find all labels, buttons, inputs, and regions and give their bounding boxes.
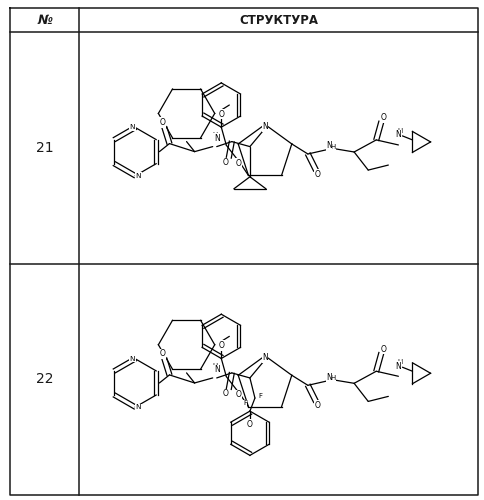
Text: N: N xyxy=(325,142,331,150)
Text: H: H xyxy=(330,144,335,150)
Text: O: O xyxy=(246,420,252,428)
Text: N: N xyxy=(135,173,141,179)
Text: O: O xyxy=(222,390,228,398)
Text: N: N xyxy=(395,362,400,370)
Text: H: H xyxy=(397,359,402,365)
Text: F: F xyxy=(257,393,261,399)
Text: O: O xyxy=(222,158,228,167)
Text: N: N xyxy=(261,122,267,131)
Text: №: № xyxy=(37,14,52,26)
Text: N: N xyxy=(261,354,267,362)
Text: O: O xyxy=(379,344,385,354)
Text: O: O xyxy=(235,390,241,399)
Text: O: O xyxy=(159,350,165,358)
Text: O: O xyxy=(218,110,224,118)
Text: F: F xyxy=(242,400,246,406)
Text: N: N xyxy=(129,356,135,362)
Text: N: N xyxy=(325,373,331,382)
Text: O: O xyxy=(235,159,241,168)
Text: O: O xyxy=(314,401,320,410)
Text: СТРУКТУРА: СТРУКТУРА xyxy=(239,14,318,26)
Text: N: N xyxy=(213,134,219,143)
Text: N: N xyxy=(129,124,135,130)
Text: O: O xyxy=(218,341,224,350)
Text: O: O xyxy=(379,114,385,122)
Text: 22: 22 xyxy=(36,372,53,386)
Text: O: O xyxy=(159,118,165,127)
Text: H: H xyxy=(330,376,335,382)
Text: N: N xyxy=(395,130,400,140)
Text: H: H xyxy=(212,132,217,138)
Text: H: H xyxy=(397,128,402,134)
Text: 21: 21 xyxy=(36,141,53,155)
Text: H: H xyxy=(212,363,217,369)
Text: N: N xyxy=(213,366,219,374)
Text: O: O xyxy=(314,170,320,178)
Text: N: N xyxy=(135,404,141,410)
